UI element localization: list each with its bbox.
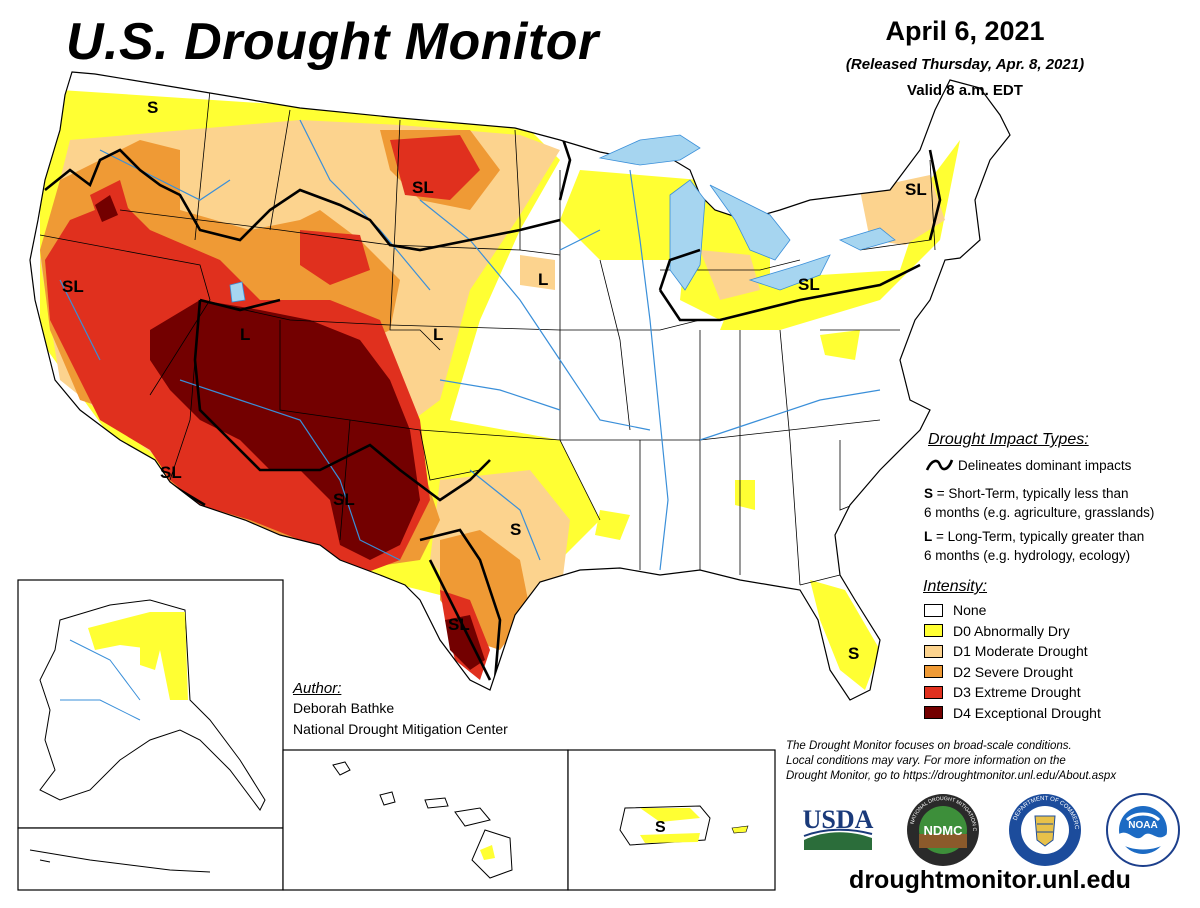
svg-text:NOAA: NOAA	[1128, 820, 1157, 831]
legend-swatch-d2	[924, 665, 943, 679]
impact-line-icon	[925, 459, 954, 471]
impact-short-code: S	[924, 486, 934, 501]
disclaimer-note: The Drought Monitor focuses on broad-sca…	[786, 739, 1146, 784]
impact-types-heading: Drought Impact Types:	[928, 431, 1089, 448]
note-line-3: Drought Monitor, go to https://droughtmo…	[786, 770, 1117, 782]
legend-swatch-d0	[924, 624, 943, 638]
legend-item-d3: D3 Extreme Drought	[924, 682, 1101, 703]
website-link[interactable]: droughtmonitor.unl.edu	[849, 866, 1131, 894]
legend-label: D4 Exceptional Drought	[953, 704, 1101, 721]
label-s-montana: S	[147, 98, 158, 117]
ndmc-logo: NDMC NATIONAL DROUGHT MITIGATION CENTER	[905, 792, 979, 866]
intensity-legend: None D0 Abnormally Dry D1 Moderate Droug…	[924, 600, 1101, 723]
label-sl-arizona: SL	[160, 463, 182, 482]
svg-text:NDMC: NDMC	[924, 823, 964, 838]
page-title: U.S. Drought Monitor	[66, 13, 599, 71]
legend-label: D1 Moderate Drought	[953, 643, 1088, 660]
label-l-utah: L	[240, 325, 250, 344]
label-sl-south-texas: SL	[448, 615, 470, 634]
impact-long-term: L = Long-Term, typically greater than 6 …	[924, 527, 1144, 565]
legend-item-d4: D4 Exceptional Drought	[924, 703, 1101, 724]
label-s-texas: S	[510, 520, 521, 539]
legend-swatch-d4	[924, 706, 943, 720]
intensity-heading: Intensity:	[923, 578, 988, 595]
noaa-logo: NOAA	[1106, 793, 1180, 867]
impact-line-label: Delineates dominant impacts	[958, 458, 1132, 473]
label-s-florida: S	[848, 644, 859, 663]
map-date: April 6, 2021	[885, 16, 1045, 46]
legend-label: D2 Severe Drought	[953, 663, 1073, 680]
impact-long-line1: = Long-Term, typically greater than	[932, 529, 1145, 544]
label-l-iowa: L	[538, 270, 548, 289]
commerce-logo: DEPARTMENT OF COMMERCE	[1007, 792, 1081, 866]
legend-swatch-none	[924, 603, 943, 617]
label-sl-new-england: SL	[905, 180, 927, 199]
alaska-inset	[17, 579, 284, 891]
note-line-1: The Drought Monitor focuses on broad-sca…	[786, 740, 1072, 752]
author-name: Deborah Bathke	[293, 700, 395, 716]
label-sl-north-dakota: SL	[412, 178, 434, 197]
legend-label: D3 Extreme Drought	[953, 684, 1081, 701]
impact-long-code: L	[924, 529, 933, 544]
release-date: (Released Thursday, Apr. 8, 2021)	[845, 56, 1085, 73]
label-l-kansas: L	[433, 325, 443, 344]
legend-item-d0: D0 Abnormally Dry	[924, 621, 1101, 642]
author-heading: Author:	[293, 680, 342, 697]
note-line-2: Local conditions may vary. For more info…	[786, 755, 1066, 767]
legend-swatch-d1	[924, 644, 943, 658]
label-s-puerto-rico: S	[655, 819, 666, 836]
impact-short-line1: = Short-Term, typically less than	[933, 486, 1129, 501]
impact-short-term: S = Short-Term, typically less than 6 mo…	[924, 484, 1154, 522]
label-sl-nevada: SL	[62, 277, 84, 296]
impact-long-line2: 6 months (e.g. hydrology, ecology)	[924, 548, 1131, 563]
legend-item-d2: D2 Severe Drought	[924, 662, 1101, 683]
label-sl-new-mexico: SL	[333, 490, 355, 509]
author-org: National Drought Mitigation Center	[293, 721, 508, 737]
legend-swatch-d3	[924, 685, 943, 699]
puerto-rico-inset: S	[567, 749, 776, 891]
usda-logo: USDA	[803, 805, 874, 850]
label-sl-great-lakes: SL	[798, 275, 820, 294]
legend-item-d1: D1 Moderate Drought	[924, 641, 1101, 662]
hawaii-inset	[282, 749, 569, 891]
valid-time: Valid 8 a.m. EDT	[907, 82, 1023, 99]
impact-short-line2: 6 months (e.g. agriculture, grasslands)	[924, 505, 1155, 520]
legend-label: None	[953, 602, 987, 619]
legend-item-none: None	[924, 600, 1101, 621]
legend-label: D0 Abnormally Dry	[953, 622, 1070, 639]
